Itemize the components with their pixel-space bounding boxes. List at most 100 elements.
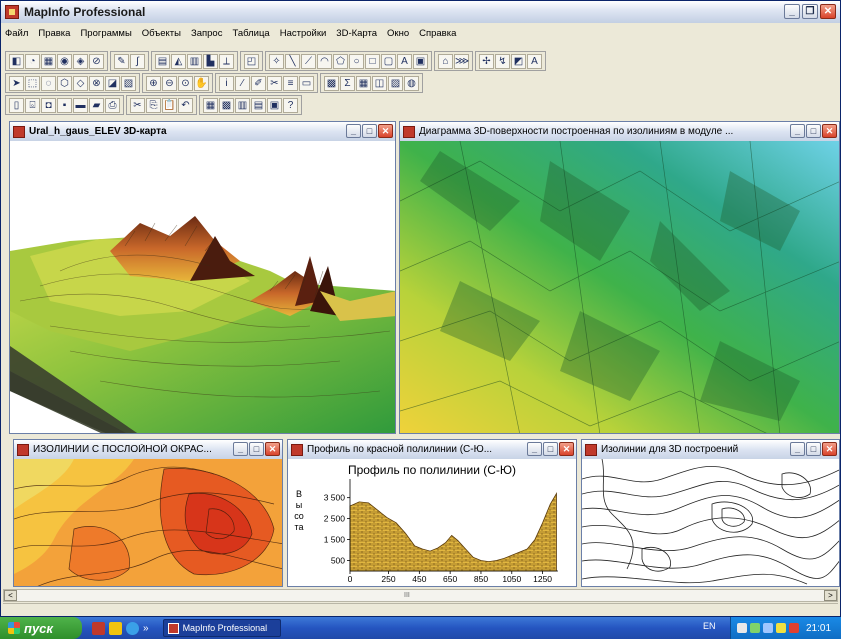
scale-icon[interactable]: ⟂ xyxy=(219,53,234,69)
isolines-map-view[interactable] xyxy=(14,459,282,586)
unselect-icon[interactable]: ⊗ xyxy=(89,75,104,91)
new-redistrict-icon[interactable]: ▣ xyxy=(267,97,282,113)
info-icon[interactable]: i xyxy=(219,75,234,91)
maximize-button[interactable]: □ xyxy=(806,442,821,456)
profile-chart-view[interactable]: Профиль по полилинии (С-Ю) Высота 500 1 5… xyxy=(288,459,576,586)
text-style-icon[interactable]: A xyxy=(527,53,542,69)
ruler-icon[interactable]: ≡ xyxy=(283,75,298,91)
scroll-left-button[interactable]: < xyxy=(4,590,17,601)
curve-icon[interactable]: ∫ xyxy=(130,53,145,69)
wand-icon[interactable]: ✎ xyxy=(114,53,129,69)
3d-surface-view[interactable] xyxy=(400,141,839,433)
menu-file[interactable]: Файл xyxy=(5,27,29,39)
change-view-icon[interactable]: ⊙ xyxy=(178,75,193,91)
maximize-button[interactable]: □ xyxy=(543,442,558,456)
rectangle-tool-icon[interactable]: □ xyxy=(365,53,380,69)
text-tool-icon[interactable]: A xyxy=(397,53,412,69)
minimize-button[interactable]: _ xyxy=(346,124,361,138)
minimize-button[interactable]: _ xyxy=(233,442,248,456)
new-grapher-icon[interactable]: ▥ xyxy=(235,97,250,113)
label-icon[interactable]: ✐ xyxy=(251,75,266,91)
globe-icon[interactable]: ◉ xyxy=(57,53,72,69)
minimize-button[interactable]: _ xyxy=(790,124,805,138)
thematic-map-icon[interactable]: ▤ xyxy=(155,53,170,69)
chart-icon[interactable]: ▙ xyxy=(203,53,218,69)
zoom-out-icon[interactable]: ⊖ xyxy=(162,75,177,91)
close-button[interactable]: ✕ xyxy=(378,124,393,138)
close-button[interactable]: ✕ xyxy=(822,442,837,456)
quicklaunch-more-icon[interactable]: » xyxy=(143,622,149,634)
horizontal-scrollbar[interactable]: < III > xyxy=(3,589,838,602)
taskbar-item-mapinfo[interactable]: MapInfo Professional xyxy=(162,619,281,637)
paste-icon[interactable]: 📋 xyxy=(162,97,177,113)
window-profile[interactable]: Профиль по красной полилинии (С-Ю... _ □… xyxy=(287,439,577,587)
no-icon[interactable]: ⊘ xyxy=(89,53,104,69)
grid-icon[interactable]: ▦ xyxy=(41,53,56,69)
open-table-icon[interactable]: ⌺ xyxy=(25,97,40,113)
3d-terrain-view[interactable] xyxy=(10,141,395,433)
ellipse-tool-icon[interactable]: ○ xyxy=(349,53,364,69)
line-tool-icon[interactable]: ╲ xyxy=(285,53,300,69)
new-mapper-icon[interactable]: ▩ xyxy=(219,97,234,113)
legend-icon[interactable]: ◈ xyxy=(73,53,88,69)
new-browser-icon[interactable]: ▦ xyxy=(203,97,218,113)
undo-icon[interactable]: ↶ xyxy=(178,97,193,113)
maximize-button[interactable]: □ xyxy=(249,442,264,456)
minimize-button[interactable]: _ xyxy=(527,442,542,456)
radius-select-icon[interactable]: ◌ xyxy=(41,75,56,91)
quicklaunch-folder-icon[interactable] xyxy=(109,621,122,635)
hotlink-icon[interactable]: ⁄ xyxy=(235,75,250,91)
title-bar[interactable]: MapInfo Professional _ ❐ ✕ xyxy=(1,1,840,23)
window-contours[interactable]: Изолинии для 3D построений _ □ ✕ xyxy=(581,439,840,587)
window-isolines[interactable]: ИЗОЛИНИИ С ПОСЛОЙНОЙ ОКРАС... _ □ ✕ xyxy=(13,439,283,587)
save-workspace-icon[interactable]: ▬ xyxy=(73,97,88,113)
3d-map-icon[interactable]: ◭ xyxy=(171,53,186,69)
mapinfo-app-icon[interactable] xyxy=(5,5,19,19)
minimize-button[interactable]: _ xyxy=(790,442,805,456)
invert-select-icon[interactable]: ◪ xyxy=(105,75,120,91)
frame-icon[interactable]: ◰ xyxy=(244,53,259,69)
menu-edit[interactable]: Правка xyxy=(38,27,71,39)
region-style-icon[interactable]: ◩ xyxy=(511,53,526,69)
layer-icon[interactable]: ▭ xyxy=(299,75,314,91)
quicklaunch-app-icon[interactable] xyxy=(92,621,105,635)
open-workspace-icon[interactable]: ▰ xyxy=(89,97,104,113)
boundary-select-icon[interactable]: ◇ xyxy=(73,75,88,91)
add-node-icon[interactable]: ⋙ xyxy=(454,53,470,69)
save-table-icon[interactable]: ▪ xyxy=(57,97,72,113)
close-button[interactable]: ✕ xyxy=(559,442,574,456)
clip-region-icon[interactable]: ▦ xyxy=(356,75,371,91)
minimize-button[interactable]: _ xyxy=(784,4,800,19)
tray-network-icon[interactable] xyxy=(737,623,747,633)
tray-security-icon[interactable] xyxy=(776,623,786,633)
window-3d-map-titlebar[interactable]: Ural_h_gaus_ELEV 3D-карта xyxy=(10,122,395,141)
scroll-right-button[interactable]: > xyxy=(824,590,837,601)
window-3d-surface[interactable]: Диаграмма 3D-поверхности построенная по … xyxy=(399,121,840,434)
menu-help[interactable]: Справка xyxy=(419,27,457,39)
line-style-icon[interactable]: ↯ xyxy=(495,53,510,69)
select-arrow-icon[interactable]: ➤ xyxy=(9,75,24,91)
scroll-grip[interactable]: III xyxy=(404,592,410,599)
zoom-in-icon[interactable]: ⊕ xyxy=(146,75,161,91)
window-contours-titlebar[interactable]: Изолинии для 3D построений xyxy=(582,440,839,459)
symbol-style-icon[interactable]: ✢ xyxy=(479,53,494,69)
new-table-icon[interactable]: ▯ xyxy=(9,97,24,113)
prism-map-icon[interactable]: ▥ xyxy=(187,53,202,69)
menu-window[interactable]: Окно xyxy=(387,27,410,39)
graph-select-icon[interactable]: ▧ xyxy=(121,75,136,91)
rounded-rect-tool-icon[interactable]: ▢ xyxy=(381,53,396,69)
window-3d-map[interactable]: Ural_h_gaus_ELEV 3D-карта _ □ ✕ xyxy=(9,121,396,434)
contours-map-view[interactable] xyxy=(582,459,839,586)
window-3d-surface-titlebar[interactable]: Диаграмма 3D-поверхности построенная по … xyxy=(400,122,839,141)
close-button[interactable]: ✕ xyxy=(820,4,836,19)
tray-alert-icon[interactable] xyxy=(789,623,799,633)
print-icon[interactable]: ⎙ xyxy=(105,97,120,113)
maximize-button[interactable]: □ xyxy=(362,124,377,138)
window-isolines-titlebar[interactable]: ИЗОЛИНИИ С ПОСЛОЙНОЙ ОКРАС... xyxy=(14,440,282,459)
statistics-icon[interactable]: Σ xyxy=(340,75,355,91)
polyline-tool-icon[interactable]: ⟋ xyxy=(301,53,316,69)
menu-objects[interactable]: Объекты xyxy=(141,27,181,39)
polygon-tool-icon[interactable]: ⬠ xyxy=(333,53,348,69)
grabber-hand-icon[interactable]: ✋ xyxy=(194,75,209,91)
marquee-select-icon[interactable]: ⬚ xyxy=(25,75,40,91)
